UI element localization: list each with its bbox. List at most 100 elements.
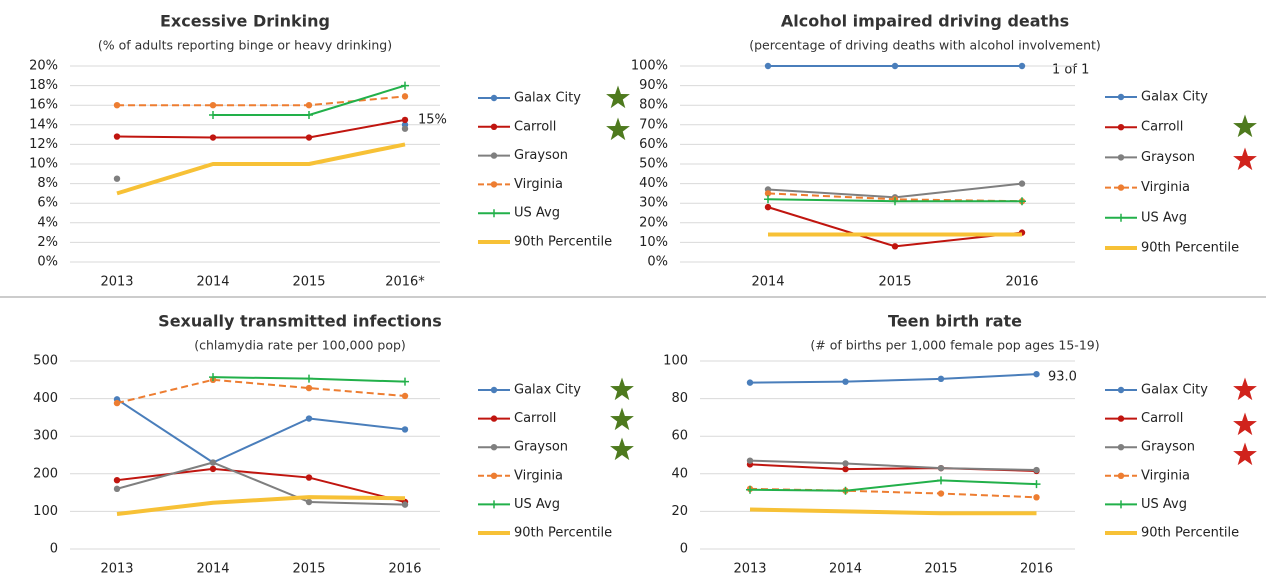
marker bbox=[764, 195, 772, 204]
legend-marker bbox=[490, 181, 498, 188]
legend-marker bbox=[1117, 213, 1125, 222]
chart-title: Alcohol impaired driving deaths bbox=[781, 12, 1069, 31]
legend-marker bbox=[490, 500, 498, 509]
x-tick-label: 2013 bbox=[733, 562, 766, 575]
legend-label: Grayson bbox=[1141, 440, 1195, 455]
y-tick-label: 6% bbox=[37, 196, 58, 211]
legend-marker bbox=[1117, 154, 1125, 161]
chart-subtitle: (chlamydia rate per 100,000 pop) bbox=[194, 338, 406, 353]
chart-subtitle: (percentage of driving deaths with alcoh… bbox=[749, 38, 1101, 53]
x-tick-label: 2013 bbox=[100, 562, 133, 575]
marker bbox=[401, 93, 409, 100]
marker bbox=[1033, 494, 1040, 501]
rating-stars bbox=[606, 85, 1257, 466]
legend-label: Virginia bbox=[514, 468, 563, 483]
y-tick-label: 0% bbox=[37, 255, 58, 270]
marker bbox=[209, 134, 217, 141]
legend-marker bbox=[1117, 184, 1125, 191]
series-line bbox=[767, 206, 1023, 248]
marker bbox=[1018, 197, 1026, 206]
legend-marker bbox=[490, 415, 498, 422]
y-tick-label: 30% bbox=[639, 196, 668, 211]
x-tick-label: 2016 bbox=[1005, 275, 1038, 290]
y-tick-label: 100 bbox=[33, 504, 58, 519]
legend-label: Carroll bbox=[1141, 411, 1183, 426]
legend-marker bbox=[490, 444, 498, 451]
legend-label: 90th Percentile bbox=[514, 526, 612, 541]
legend-label: Galax City bbox=[514, 91, 581, 106]
star bbox=[610, 407, 634, 431]
marker bbox=[937, 476, 945, 485]
series-line bbox=[749, 479, 1037, 492]
y-tick-label: 4% bbox=[37, 215, 58, 230]
series-line bbox=[116, 378, 406, 405]
y-tick-label: 60% bbox=[639, 137, 668, 152]
marker bbox=[842, 460, 849, 467]
marker bbox=[842, 465, 849, 473]
marker bbox=[401, 377, 409, 386]
marker bbox=[1018, 62, 1026, 70]
x-tick-label: 2015 bbox=[292, 562, 325, 575]
star bbox=[1233, 377, 1257, 401]
marker bbox=[113, 485, 121, 493]
marker bbox=[1033, 466, 1040, 474]
y-tick-label: 80% bbox=[639, 98, 668, 113]
marker bbox=[1033, 370, 1040, 378]
marker bbox=[305, 102, 313, 109]
legend-marker bbox=[490, 94, 498, 102]
annotation: 1 of 1 bbox=[1052, 63, 1089, 78]
marker bbox=[113, 476, 121, 484]
y-tick-label: 200 bbox=[33, 466, 58, 481]
legend-label: Grayson bbox=[1141, 150, 1195, 165]
legend-marker bbox=[1117, 472, 1125, 479]
annotation: 15% bbox=[418, 113, 447, 128]
legend-marker bbox=[490, 209, 498, 218]
y-tick-label: 40 bbox=[671, 466, 688, 481]
marker bbox=[113, 133, 121, 140]
x-tick-label: 2016* bbox=[385, 275, 425, 290]
legend-label: Grayson bbox=[514, 440, 568, 455]
star bbox=[1233, 114, 1257, 138]
legend-marker bbox=[490, 152, 498, 159]
legend-marker bbox=[1117, 415, 1125, 422]
marker bbox=[746, 485, 754, 494]
marker bbox=[764, 190, 772, 197]
y-tick-label: 0% bbox=[647, 255, 668, 270]
legend-label: 90th Percentile bbox=[514, 235, 612, 250]
marker bbox=[746, 379, 754, 386]
legend-label: US Avg bbox=[514, 206, 560, 221]
y-tick-label: 8% bbox=[37, 176, 58, 191]
marker bbox=[842, 378, 849, 385]
series-line bbox=[116, 118, 406, 139]
legend-marker bbox=[1117, 386, 1125, 394]
marker bbox=[401, 81, 409, 90]
marker bbox=[937, 490, 945, 497]
chart-title: Excessive Drinking bbox=[160, 12, 330, 31]
x-tick-label: 2014 bbox=[829, 562, 862, 575]
marker bbox=[891, 62, 899, 70]
y-tick-label: 90% bbox=[639, 78, 668, 93]
legend-marker bbox=[1117, 124, 1125, 131]
series-line bbox=[117, 95, 406, 107]
y-tick-label: 20% bbox=[639, 215, 668, 230]
annotation: 93.0 bbox=[1048, 370, 1077, 385]
x-tick-label: 2015 bbox=[292, 275, 325, 290]
star bbox=[610, 437, 634, 461]
chart-title: Sexually transmitted infections bbox=[158, 312, 442, 331]
star bbox=[1233, 442, 1257, 466]
legend-label: Carroll bbox=[514, 411, 556, 426]
legend-label: Virginia bbox=[1141, 180, 1190, 195]
marker bbox=[209, 459, 217, 466]
y-tick-label: 10% bbox=[639, 235, 668, 250]
marker bbox=[401, 116, 409, 124]
marker bbox=[113, 175, 121, 182]
y-tick-label: 400 bbox=[33, 391, 58, 406]
series-line bbox=[749, 373, 1037, 384]
series-line bbox=[213, 84, 406, 116]
legend-marker bbox=[490, 472, 498, 479]
legend-label: US Avg bbox=[1141, 210, 1187, 225]
series-line bbox=[116, 142, 406, 196]
marker bbox=[401, 125, 409, 132]
star bbox=[1233, 412, 1257, 436]
marker bbox=[209, 373, 217, 382]
